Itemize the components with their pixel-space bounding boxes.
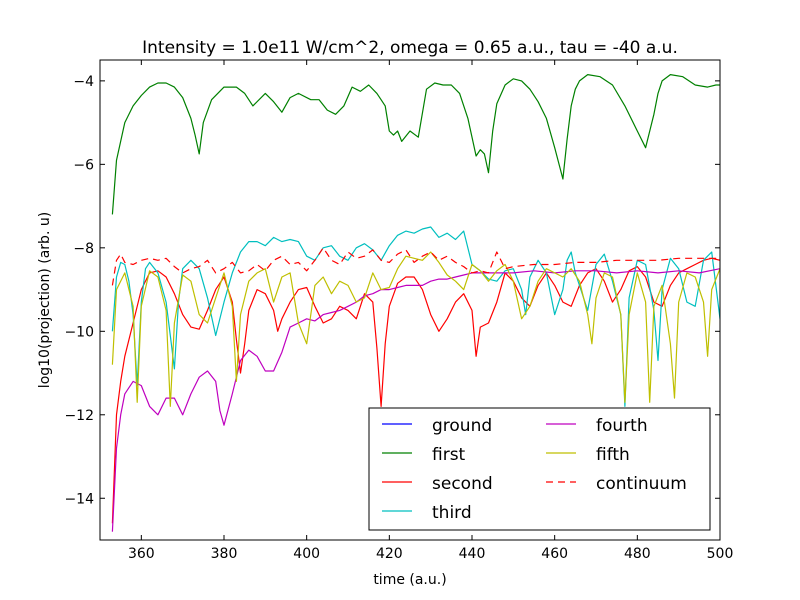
tick-layer: 360 380 400 420 440 460 480 500 −14 −12 −10 −8 −6 −4 — [64, 60, 733, 562]
legend-label-fourth: fourth — [596, 416, 648, 436]
x-tick-label: 400 — [293, 546, 320, 562]
y-tick-label: −6 — [73, 157, 94, 173]
y-tick-label: −14 — [64, 491, 94, 507]
legend-label-fifth: fifth — [596, 445, 630, 465]
y-tick-label: −10 — [64, 324, 94, 340]
legend-label-second: second — [432, 474, 493, 494]
x-tick-label: 360 — [128, 546, 155, 562]
x-tick-label: 380 — [211, 546, 238, 562]
series-line-fourth — [111, 268, 720, 532]
y-tick-label: −4 — [73, 74, 94, 90]
plot-frame — [99, 59, 721, 541]
y-tick-label: −12 — [64, 408, 94, 424]
series-layer — [111, 74, 720, 532]
y-tick-label: −8 — [73, 241, 94, 257]
y-axis-label: log10(projection) (arb. u) — [37, 212, 53, 388]
series-line-first — [111, 74, 720, 215]
x-tick-label: 480 — [624, 546, 651, 562]
legend-box — [368, 407, 711, 531]
legend: ground first second third fourth fifth continu… — [368, 407, 711, 531]
series-line-second — [111, 257, 720, 524]
x-tick-label: 500 — [707, 546, 734, 562]
legend-label-continuum: continuum — [596, 474, 687, 494]
x-tick-label: 440 — [459, 546, 486, 562]
chart-title: Intensity = 1.0e11 W/cm^2, omega = 0.65 … — [142, 38, 678, 58]
legend-label-ground: ground — [432, 416, 492, 436]
legend-entries: ground first second third fourth fifth continu… — [382, 416, 687, 523]
x-tick-label: 460 — [541, 546, 568, 562]
x-tick-label: 420 — [376, 546, 403, 562]
legend-label-first: first — [432, 445, 466, 465]
series-line-fifth — [111, 251, 720, 407]
legend-label-third: third — [432, 503, 472, 523]
x-axis-label: time (a.u.) — [373, 572, 446, 588]
